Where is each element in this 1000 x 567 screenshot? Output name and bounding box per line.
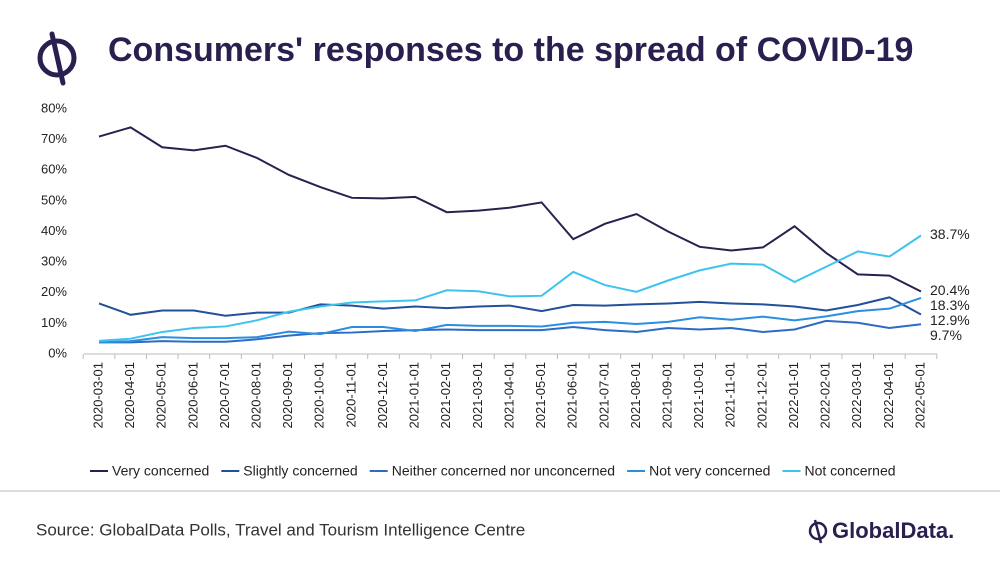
- logo-icon: [37, 31, 77, 86]
- y-tick-label: 20%: [41, 284, 67, 299]
- brand-icon: [808, 519, 828, 544]
- x-tick-label: 2020-08-01: [249, 362, 264, 429]
- x-tick-label: 2020-12-01: [375, 362, 390, 429]
- series-line: [98, 234, 922, 342]
- value-label: 9.7%: [930, 327, 962, 343]
- x-tick-label: 2021-03-01: [470, 362, 485, 429]
- x-tick-label: 2020-09-01: [280, 362, 295, 429]
- x-tick-label: 2022-05-01: [912, 362, 927, 429]
- legend-label: Not concerned: [804, 463, 895, 479]
- x-tick-label: 2022-02-01: [818, 362, 833, 429]
- x-tick-label: 2021-08-01: [628, 362, 643, 429]
- value-label: 20.4%: [930, 282, 970, 298]
- legend-label: Not very concerned: [649, 463, 770, 479]
- x-tick-label: 2021-11-01: [723, 362, 738, 428]
- x-tick-label: 2021-07-01: [596, 362, 611, 429]
- x-tick-label: 2020-04-01: [122, 362, 137, 429]
- x-tick-label: 2021-02-01: [438, 362, 453, 429]
- series-line: [98, 297, 922, 344]
- legend-label: Very concerned: [112, 463, 209, 479]
- y-tick-label: 40%: [41, 223, 67, 238]
- value-label: 38.7%: [930, 226, 970, 242]
- chart-title: Consumers' responses to the spread of CO…: [108, 31, 913, 69]
- legend-label: Slightly concerned: [243, 463, 357, 479]
- x-tick-label: 2020-11-01: [343, 362, 358, 428]
- x-tick-label: 2020-10-01: [312, 362, 327, 429]
- x-tick-label: 2021-09-01: [660, 362, 675, 429]
- y-tick-label: 30%: [41, 254, 67, 269]
- y-tick-label: 10%: [41, 315, 67, 330]
- x-tick-label: 2021-05-01: [533, 362, 548, 429]
- x-tick-label: 2021-04-01: [501, 362, 516, 429]
- series-line: [98, 126, 922, 293]
- x-tick-label: 2020-07-01: [217, 362, 232, 429]
- series-line: [98, 296, 922, 317]
- value-label: 12.9%: [930, 312, 970, 328]
- x-tick-label: 2020-03-01: [90, 362, 105, 429]
- x-tick-label: 2022-01-01: [786, 362, 801, 429]
- x-tick-label: 2020-05-01: [154, 362, 169, 429]
- y-tick-label: 70%: [41, 131, 67, 146]
- y-tick-label: 0%: [48, 345, 67, 360]
- x-tick-label: 2021-12-01: [754, 362, 769, 429]
- x-tick-label: 2021-06-01: [565, 362, 580, 429]
- series-line: [99, 319, 922, 344]
- x-tick-label: 2022-04-01: [881, 362, 896, 429]
- legend-label: Neither concerned nor unconcerned: [392, 463, 615, 479]
- x-tick-label: 2021-01-01: [407, 362, 422, 429]
- y-tick-label: 50%: [41, 192, 67, 207]
- y-tick-label: 60%: [41, 162, 67, 177]
- value-label: 18.3%: [930, 297, 970, 313]
- source: Source: GlobalData Polls, Travel and Tou…: [36, 520, 525, 539]
- x-tick-label: 2022-03-01: [849, 362, 864, 429]
- x-tick-label: 2021-10-01: [691, 362, 706, 429]
- x-tick-label: 2020-06-01: [185, 362, 200, 429]
- brand: GlobalData.: [832, 518, 954, 543]
- y-tick-label: 80%: [41, 100, 67, 115]
